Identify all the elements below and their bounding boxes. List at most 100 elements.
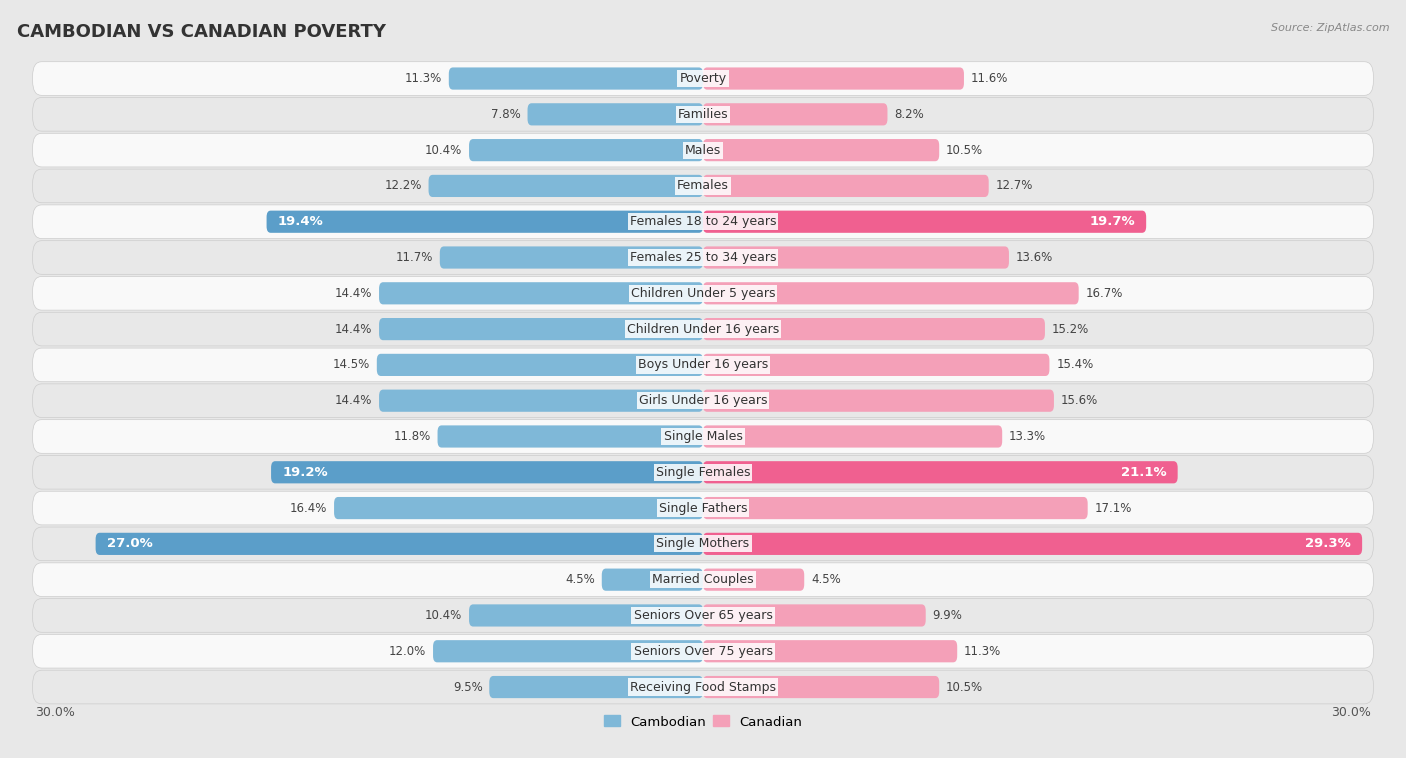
- Text: 11.6%: 11.6%: [970, 72, 1008, 85]
- FancyBboxPatch shape: [32, 98, 1374, 131]
- Text: 11.3%: 11.3%: [965, 645, 1001, 658]
- Text: 14.4%: 14.4%: [335, 323, 373, 336]
- FancyBboxPatch shape: [703, 461, 1178, 484]
- FancyBboxPatch shape: [32, 241, 1374, 274]
- Text: 19.7%: 19.7%: [1090, 215, 1135, 228]
- FancyBboxPatch shape: [602, 568, 703, 590]
- Text: 30.0%: 30.0%: [1331, 706, 1371, 719]
- FancyBboxPatch shape: [32, 348, 1374, 382]
- Text: 8.2%: 8.2%: [894, 108, 924, 121]
- FancyBboxPatch shape: [703, 318, 1045, 340]
- FancyBboxPatch shape: [703, 425, 1002, 447]
- FancyBboxPatch shape: [32, 563, 1374, 597]
- Text: 11.8%: 11.8%: [394, 430, 430, 443]
- Text: Children Under 5 years: Children Under 5 years: [631, 287, 775, 300]
- FancyBboxPatch shape: [32, 599, 1374, 632]
- Text: Children Under 16 years: Children Under 16 years: [627, 323, 779, 336]
- FancyBboxPatch shape: [703, 390, 1054, 412]
- Text: 16.7%: 16.7%: [1085, 287, 1123, 300]
- FancyBboxPatch shape: [377, 354, 703, 376]
- FancyBboxPatch shape: [703, 175, 988, 197]
- Text: Married Couples: Married Couples: [652, 573, 754, 586]
- Text: Single Females: Single Females: [655, 465, 751, 479]
- Text: CAMBODIAN VS CANADIAN POVERTY: CAMBODIAN VS CANADIAN POVERTY: [17, 23, 385, 41]
- Text: 12.2%: 12.2%: [384, 180, 422, 193]
- FancyBboxPatch shape: [32, 420, 1374, 453]
- FancyBboxPatch shape: [703, 103, 887, 125]
- FancyBboxPatch shape: [32, 169, 1374, 202]
- FancyBboxPatch shape: [32, 634, 1374, 668]
- FancyBboxPatch shape: [437, 425, 703, 447]
- Legend: Cambodian, Canadian: Cambodian, Canadian: [599, 710, 807, 734]
- FancyBboxPatch shape: [440, 246, 703, 268]
- FancyBboxPatch shape: [703, 67, 965, 89]
- FancyBboxPatch shape: [703, 246, 1010, 268]
- FancyBboxPatch shape: [489, 676, 703, 698]
- Text: Source: ZipAtlas.com: Source: ZipAtlas.com: [1271, 23, 1389, 33]
- FancyBboxPatch shape: [703, 568, 804, 590]
- FancyBboxPatch shape: [96, 533, 703, 555]
- Text: Poverty: Poverty: [679, 72, 727, 85]
- FancyBboxPatch shape: [380, 282, 703, 305]
- Text: 30.0%: 30.0%: [35, 706, 75, 719]
- FancyBboxPatch shape: [32, 277, 1374, 310]
- Text: 10.4%: 10.4%: [425, 143, 463, 157]
- Text: Boys Under 16 years: Boys Under 16 years: [638, 359, 768, 371]
- Text: 19.4%: 19.4%: [278, 215, 323, 228]
- Text: Males: Males: [685, 143, 721, 157]
- Text: 13.6%: 13.6%: [1015, 251, 1053, 264]
- Text: 15.6%: 15.6%: [1060, 394, 1098, 407]
- FancyBboxPatch shape: [32, 670, 1374, 704]
- Text: 19.2%: 19.2%: [283, 465, 328, 479]
- Text: 4.5%: 4.5%: [811, 573, 841, 586]
- Text: 14.5%: 14.5%: [333, 359, 370, 371]
- Text: 11.7%: 11.7%: [395, 251, 433, 264]
- Text: 16.4%: 16.4%: [290, 502, 328, 515]
- Text: 13.3%: 13.3%: [1010, 430, 1046, 443]
- Text: Seniors Over 75 years: Seniors Over 75 years: [634, 645, 772, 658]
- Text: 7.8%: 7.8%: [491, 108, 520, 121]
- FancyBboxPatch shape: [703, 354, 1049, 376]
- Text: 15.2%: 15.2%: [1052, 323, 1088, 336]
- Text: Single Mothers: Single Mothers: [657, 537, 749, 550]
- Text: Seniors Over 65 years: Seniors Over 65 years: [634, 609, 772, 622]
- Text: 14.4%: 14.4%: [335, 287, 373, 300]
- Text: 11.3%: 11.3%: [405, 72, 441, 85]
- Text: 15.4%: 15.4%: [1056, 359, 1094, 371]
- FancyBboxPatch shape: [470, 139, 703, 161]
- FancyBboxPatch shape: [32, 527, 1374, 561]
- Text: Single Males: Single Males: [664, 430, 742, 443]
- Text: 12.0%: 12.0%: [389, 645, 426, 658]
- Text: 21.1%: 21.1%: [1121, 465, 1167, 479]
- Text: Females: Females: [678, 180, 728, 193]
- FancyBboxPatch shape: [703, 641, 957, 662]
- Text: 17.1%: 17.1%: [1094, 502, 1132, 515]
- FancyBboxPatch shape: [527, 103, 703, 125]
- FancyBboxPatch shape: [703, 139, 939, 161]
- FancyBboxPatch shape: [335, 497, 703, 519]
- Text: 14.4%: 14.4%: [335, 394, 373, 407]
- FancyBboxPatch shape: [267, 211, 703, 233]
- FancyBboxPatch shape: [429, 175, 703, 197]
- Text: 27.0%: 27.0%: [107, 537, 153, 550]
- FancyBboxPatch shape: [32, 491, 1374, 525]
- FancyBboxPatch shape: [32, 133, 1374, 167]
- FancyBboxPatch shape: [271, 461, 703, 484]
- Text: 29.3%: 29.3%: [1305, 537, 1351, 550]
- Text: Females 18 to 24 years: Females 18 to 24 years: [630, 215, 776, 228]
- FancyBboxPatch shape: [703, 533, 1362, 555]
- FancyBboxPatch shape: [380, 318, 703, 340]
- FancyBboxPatch shape: [703, 604, 925, 627]
- FancyBboxPatch shape: [449, 67, 703, 89]
- FancyBboxPatch shape: [703, 282, 1078, 305]
- FancyBboxPatch shape: [32, 61, 1374, 96]
- FancyBboxPatch shape: [433, 641, 703, 662]
- FancyBboxPatch shape: [32, 205, 1374, 239]
- Text: Single Fathers: Single Fathers: [659, 502, 747, 515]
- Text: 10.5%: 10.5%: [946, 143, 983, 157]
- Text: 10.4%: 10.4%: [425, 609, 463, 622]
- FancyBboxPatch shape: [703, 676, 939, 698]
- FancyBboxPatch shape: [32, 384, 1374, 418]
- FancyBboxPatch shape: [470, 604, 703, 627]
- Text: 9.5%: 9.5%: [453, 681, 482, 694]
